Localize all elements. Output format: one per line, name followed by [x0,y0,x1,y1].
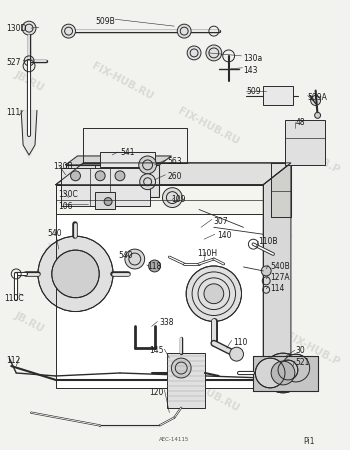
Text: 48: 48 [296,118,306,127]
Polygon shape [56,163,291,184]
Circle shape [71,171,80,181]
Text: 110B: 110B [258,237,278,246]
Circle shape [38,236,113,311]
Circle shape [52,250,99,298]
Text: FIX-HUB.RU: FIX-HUB.RU [107,168,172,209]
Circle shape [271,361,295,385]
Bar [100,152,155,167]
Polygon shape [21,110,37,158]
Polygon shape [65,156,172,165]
Text: 145: 145 [149,346,164,355]
Bar [263,86,293,105]
Text: 110: 110 [233,338,248,347]
Circle shape [95,171,105,181]
Text: 130D: 130D [6,24,27,33]
Circle shape [263,353,303,393]
Text: 260: 260 [167,172,182,181]
Text: 127A: 127A [270,273,290,282]
Text: 30: 30 [296,346,306,355]
Text: 540B: 540B [270,262,290,271]
Circle shape [282,354,310,382]
Text: FIX-HUB.RU: FIX-HUB.RU [228,204,293,245]
Bar [61,168,149,206]
Bar [285,120,324,165]
Circle shape [115,171,125,181]
Circle shape [104,198,112,206]
Circle shape [177,24,191,38]
Bar [167,353,205,408]
Text: 509: 509 [246,86,261,95]
Circle shape [206,45,222,61]
Text: FIX-HUB.RU: FIX-HUB.RU [176,374,241,414]
Text: 540: 540 [48,230,62,238]
Bar [253,356,317,391]
Circle shape [162,188,182,207]
Text: 111: 111 [6,108,21,117]
Text: 338: 338 [160,319,174,328]
Text: 112: 112 [6,356,21,365]
Text: FIX-HUB.RU: FIX-HUB.RU [159,271,224,312]
Text: 509B: 509B [95,17,115,26]
Text: 509A: 509A [308,93,328,102]
Polygon shape [263,163,291,388]
Circle shape [315,112,321,118]
Text: 110C: 110C [4,294,24,303]
Text: 143: 143 [244,66,258,75]
Circle shape [230,347,244,361]
Text: AEC-14115: AEC-14115 [159,437,189,442]
Circle shape [139,156,156,174]
Circle shape [278,360,298,380]
Text: X-HUB.RU: X-HUB.RU [43,242,98,278]
Polygon shape [83,128,187,163]
Circle shape [256,358,285,388]
Text: FIX-HUB.P: FIX-HUB.P [284,139,341,176]
Text: JB.RU: JB.RU [12,70,46,94]
Circle shape [62,24,76,38]
Circle shape [125,249,145,269]
Text: JB.RU: JB.RU [12,310,46,334]
Text: 527: 527 [6,58,21,67]
Text: 541: 541 [120,148,134,157]
Polygon shape [271,163,291,217]
Text: 106: 106 [58,202,72,211]
Circle shape [172,358,191,378]
Bar [95,192,115,210]
Bar [65,165,160,197]
Text: FIX-HUB.RU: FIX-HUB.RU [176,106,241,147]
Circle shape [187,46,201,60]
Text: 540: 540 [118,251,133,260]
Circle shape [22,21,36,35]
Polygon shape [56,184,263,215]
Text: 521: 521 [296,358,310,367]
Text: 120: 120 [149,388,164,397]
Circle shape [204,284,224,304]
Circle shape [186,266,242,321]
Text: 563: 563 [167,157,182,166]
Polygon shape [56,163,291,184]
Text: 109: 109 [172,194,186,203]
Text: 118: 118 [148,262,162,271]
Text: FIX-HUB.RU: FIX-HUB.RU [90,61,155,102]
Text: FIX-HUB.P: FIX-HUB.P [284,331,341,368]
Text: 140: 140 [217,231,231,240]
Text: 130C: 130C [58,189,77,198]
Circle shape [261,266,271,276]
Text: 114: 114 [270,284,285,293]
Text: 130a: 130a [244,54,263,63]
Polygon shape [56,184,263,388]
Circle shape [140,174,155,189]
Text: 130B: 130B [53,162,72,171]
Text: 110H: 110H [197,249,217,258]
Text: Pi1: Pi1 [303,437,314,446]
Text: 307: 307 [214,217,229,226]
Circle shape [311,95,321,105]
Circle shape [149,260,161,272]
